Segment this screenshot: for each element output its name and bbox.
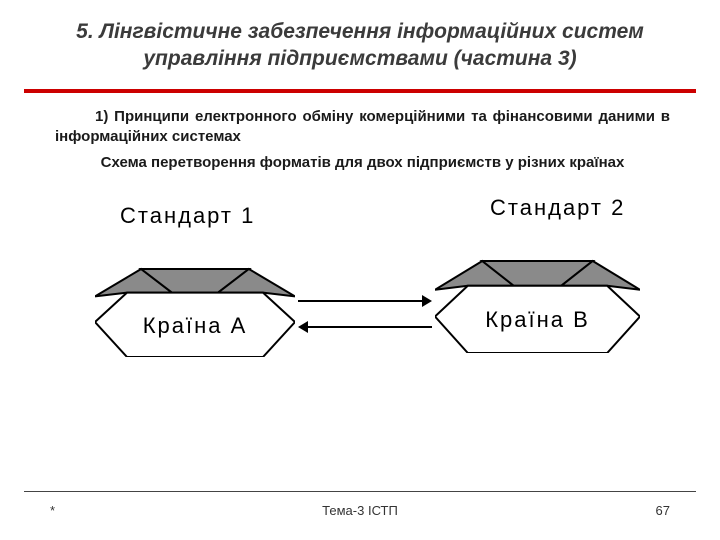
node-caption-countryB: Країна B [435, 307, 640, 333]
node-top-label-countryA: Стандарт 1 [120, 203, 255, 229]
paragraph-1: 1) Принципи електронного обміну комерцій… [55, 107, 670, 148]
node-caption-countryA: Країна А [95, 313, 295, 339]
footer-right: 67 [656, 503, 670, 518]
node-top-label-countryB: Стандарт 2 [490, 195, 625, 221]
footer-rule [24, 491, 696, 492]
diagram: Стандарт 1 Країна А Стандарт 2 Країна B [0, 195, 720, 415]
paragraph-2: Схема перетворення форматів для двох під… [55, 153, 670, 173]
slide-title: 5. Лінгвістичне забезпечення інформаційн… [40, 18, 680, 73]
footer-left: * [50, 503, 55, 518]
bidirectional-arrows [298, 291, 432, 342]
footer: * Тема-3 ІСТП 67 [0, 503, 720, 518]
body-text: 1) Принципи електронного обміну комерцій… [0, 93, 720, 174]
slide-title-block: 5. Лінгвістичне забезпечення інформаційн… [0, 0, 720, 83]
footer-center: Тема-3 ІСТП [322, 503, 398, 518]
